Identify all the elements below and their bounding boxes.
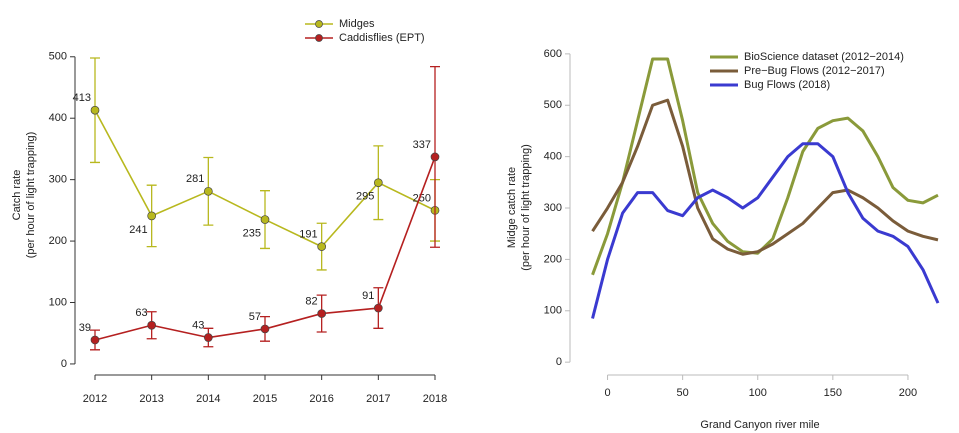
y-tick-label: 400	[49, 112, 67, 124]
legend-label: BioScience dataset (2012−2014)	[744, 51, 904, 63]
x-axis-label: Grand Canyon river mile	[700, 419, 819, 431]
x-tick-label: 50	[677, 387, 689, 399]
y-tick-label: 0	[61, 358, 67, 370]
data-label: 82	[305, 295, 317, 307]
data-point	[318, 310, 326, 318]
y-tick-label: 100	[49, 296, 67, 308]
x-tick-label: 2015	[253, 393, 277, 405]
data-point	[431, 153, 439, 161]
legend-marker	[316, 35, 323, 42]
x-tick-label: 2012	[83, 393, 107, 405]
data-label: 43	[192, 319, 204, 331]
data-label: 295	[356, 191, 374, 203]
data-point	[261, 325, 269, 333]
y-tick-label: 100	[544, 305, 562, 317]
y-tick-label: 400	[544, 151, 562, 163]
x-tick-label: 2016	[309, 393, 333, 405]
page: 0100200300400500201220132014201520162017…	[0, 0, 959, 433]
y-tick-label: 200	[544, 253, 562, 265]
x-tick-label: 2013	[139, 393, 163, 405]
data-point	[91, 336, 99, 344]
data-point	[148, 321, 156, 329]
y-axis-label: (per hour of light trapping)	[520, 144, 532, 271]
data-point	[91, 106, 99, 114]
x-tick-label: 200	[899, 387, 917, 399]
y-tick-label: 200	[49, 235, 67, 247]
legend-label: Midges	[339, 18, 375, 30]
x-tick-label: 0	[604, 387, 610, 399]
data-point	[204, 187, 212, 195]
y-tick-label: 300	[544, 202, 562, 214]
data-label: 39	[79, 322, 91, 334]
data-label: 241	[129, 224, 147, 236]
x-tick-label: 2017	[366, 393, 390, 405]
y-tick-label: 0	[556, 356, 562, 368]
data-point	[148, 212, 156, 220]
data-label: 337	[413, 139, 431, 151]
data-point	[318, 243, 326, 251]
series-line	[593, 144, 938, 319]
series-line	[593, 100, 938, 254]
legend-label: Pre−Bug Flows (2012−2017)	[744, 65, 885, 77]
legend-label: Bug Flows (2018)	[744, 79, 830, 91]
data-point	[261, 216, 269, 224]
data-point	[204, 334, 212, 342]
data-label: 281	[186, 173, 204, 185]
y-tick-label: 500	[544, 99, 562, 111]
data-label: 91	[362, 290, 374, 302]
y-axis-label: Catch rate	[11, 170, 23, 221]
data-label: 63	[135, 307, 147, 319]
legend-marker	[316, 21, 323, 28]
y-tick-label: 600	[544, 48, 562, 60]
data-label: 235	[243, 227, 261, 239]
y-tick-label: 500	[49, 51, 67, 63]
x-tick-label: 150	[824, 387, 842, 399]
data-label: 191	[299, 229, 317, 241]
data-point	[374, 179, 382, 187]
x-tick-label: 100	[749, 387, 767, 399]
y-tick-label: 300	[49, 174, 67, 186]
legend-label: Caddisflies (EPT)	[339, 32, 425, 44]
series-line	[593, 59, 938, 275]
data-point	[374, 304, 382, 312]
y-axis-label: Midge catch rate	[506, 167, 518, 248]
x-tick-label: 2014	[196, 393, 220, 405]
figure: 0100200300400500201220132014201520162017…	[0, 0, 959, 433]
data-label: 413	[73, 92, 91, 104]
x-tick-label: 2018	[423, 393, 447, 405]
data-label: 57	[249, 311, 261, 323]
y-axis-label: (per hour of light trapping)	[25, 132, 37, 259]
